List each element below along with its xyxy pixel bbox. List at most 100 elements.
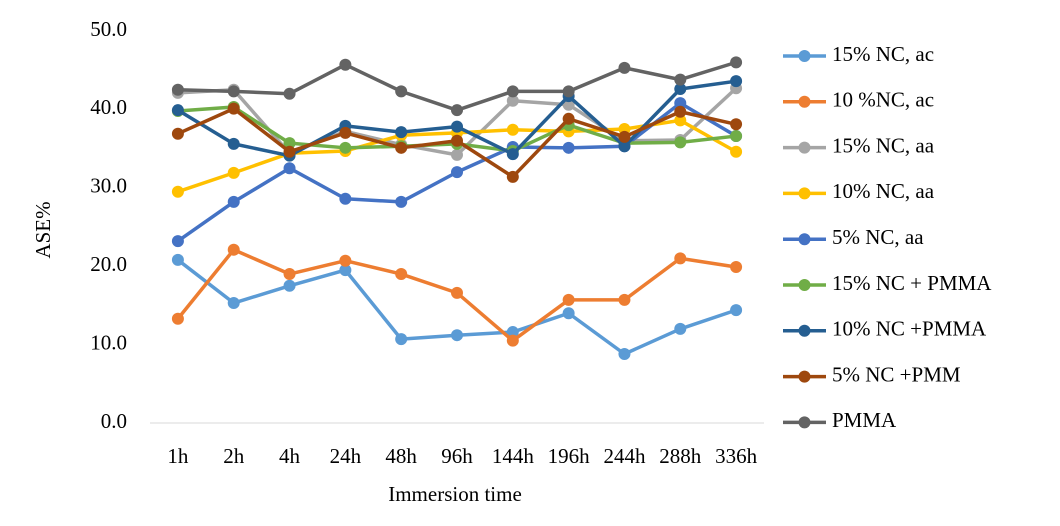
data-point — [171, 104, 184, 117]
data-point — [227, 85, 240, 98]
data-point — [674, 114, 687, 127]
data-point — [730, 260, 743, 273]
x-tick-label: 288h — [659, 444, 702, 468]
data-point — [506, 326, 519, 339]
data-point — [171, 312, 184, 325]
data-point — [227, 166, 240, 179]
legend-swatch-marker — [798, 50, 811, 62]
data-point — [618, 293, 631, 306]
data-point — [730, 118, 743, 131]
data-point — [674, 136, 687, 149]
data-point — [730, 145, 743, 158]
data-point — [283, 137, 296, 150]
data-point — [339, 264, 352, 277]
data-point — [171, 253, 184, 266]
data-point — [395, 126, 408, 139]
data-point — [339, 126, 352, 139]
data-point — [171, 235, 184, 248]
legend-swatch-marker — [798, 233, 811, 246]
data-point — [506, 148, 519, 161]
data-point — [674, 97, 687, 110]
data-point — [451, 148, 463, 161]
data-point — [451, 134, 463, 147]
data-point — [451, 286, 463, 299]
data-point — [451, 166, 463, 179]
data-point — [171, 185, 184, 198]
data-point — [227, 102, 240, 115]
data-point — [451, 329, 463, 342]
legend-swatch-marker — [798, 279, 811, 291]
data-point — [730, 75, 743, 88]
legend-label: 15% NC + PMMA — [832, 271, 992, 295]
data-point — [283, 279, 296, 292]
data-point — [674, 73, 687, 86]
data-point — [730, 130, 743, 143]
y-tick-label: 10.0 — [90, 330, 127, 354]
data-point — [395, 268, 408, 281]
data-point — [451, 120, 463, 133]
data-point — [339, 141, 352, 154]
x-axis-label: Immersion time — [388, 482, 522, 506]
data-point — [562, 307, 575, 320]
data-point — [283, 162, 296, 175]
data-point — [227, 137, 240, 150]
y-tick-label: 0.0 — [101, 409, 127, 433]
data-point — [618, 348, 631, 361]
x-tick-label: 336h — [715, 444, 758, 468]
x-tick-label: 24h — [330, 444, 362, 468]
data-point — [339, 58, 352, 71]
x-tick-label: 96h — [441, 444, 473, 468]
y-tick-label: 40.0 — [90, 95, 127, 119]
legend-swatch-marker — [798, 95, 811, 108]
legend-label: 10% NC, aa — [832, 179, 935, 203]
data-point — [562, 85, 575, 98]
x-tick-label: 244h — [603, 444, 646, 468]
data-point — [674, 105, 687, 118]
data-point — [674, 322, 687, 335]
data-point — [227, 195, 240, 208]
data-point — [506, 85, 519, 98]
data-point — [562, 112, 575, 125]
legend-swatch-marker — [798, 187, 811, 200]
x-tick-label: 1h — [167, 444, 189, 468]
y-tick-label: 30.0 — [90, 174, 127, 198]
legend-label: 10% NC +PMMA — [832, 317, 987, 341]
data-point — [506, 170, 519, 183]
data-point — [618, 61, 631, 74]
legend-label: 5% NC, aa — [832, 225, 924, 249]
legend-label: 15% NC, aa — [832, 133, 935, 157]
data-point — [618, 140, 631, 153]
y-tick-label: 20.0 — [90, 252, 127, 276]
x-tick-label: 196h — [548, 444, 591, 468]
y-tick-label: 50.0 — [90, 17, 127, 41]
data-point — [171, 83, 184, 96]
data-point — [339, 192, 352, 205]
data-point — [506, 334, 519, 347]
data-point — [562, 141, 575, 154]
data-point — [730, 56, 743, 69]
series-line — [177, 60, 737, 112]
data-point — [339, 254, 352, 267]
data-point — [674, 252, 687, 265]
x-tick-label: 144h — [492, 444, 535, 468]
y-axis-label: ASE% — [31, 201, 55, 258]
legend-label: 10 %NC, ac — [832, 88, 934, 112]
data-point — [506, 94, 519, 107]
data-point — [171, 127, 184, 140]
legend-label: PMMA — [832, 408, 897, 432]
data-point — [395, 195, 408, 208]
data-point — [227, 243, 240, 256]
data-point — [618, 130, 631, 143]
x-tick-label: 48h — [385, 444, 417, 468]
data-point — [227, 297, 240, 310]
data-point — [395, 141, 408, 154]
data-point — [562, 293, 575, 306]
data-point — [674, 83, 687, 96]
x-tick-label: 2h — [223, 444, 245, 468]
legend-swatch-marker — [798, 416, 811, 429]
legend-label: 5% NC +PMM — [832, 362, 961, 386]
data-point — [395, 85, 408, 98]
data-point — [283, 87, 296, 100]
data-point — [395, 333, 408, 346]
